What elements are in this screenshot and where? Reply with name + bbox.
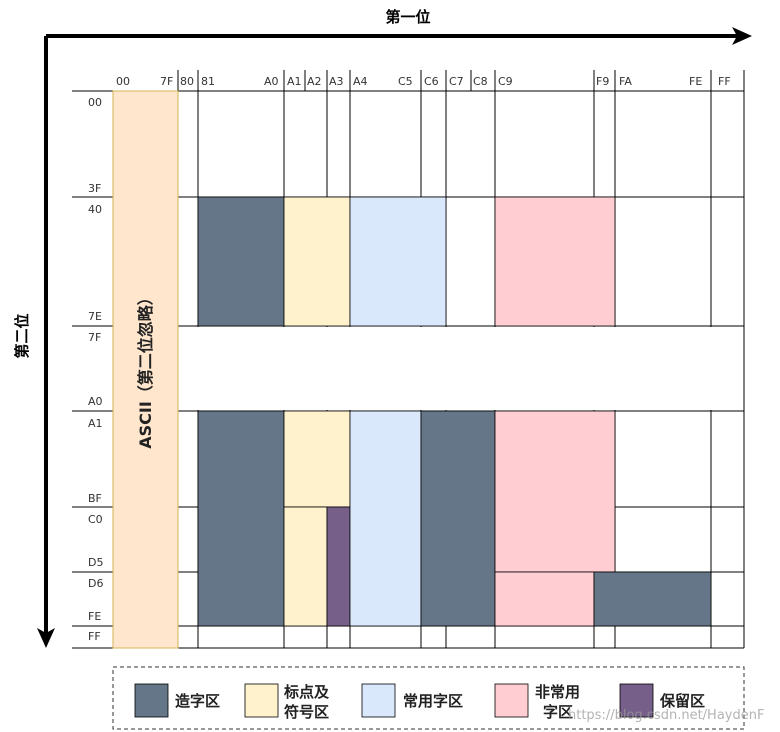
legend-label-punct-2: 符号区 bbox=[284, 703, 329, 721]
region-punct-a1-bf bbox=[283, 410, 351, 508]
region-uncommon-upper bbox=[494, 196, 616, 327]
top-label: C6 bbox=[424, 75, 439, 88]
left-label: 7E bbox=[88, 310, 102, 323]
y-axis-arrow bbox=[37, 36, 55, 648]
band-7f-a0 bbox=[179, 327, 743, 410]
left-label: A1 bbox=[88, 417, 103, 430]
top-label: FA bbox=[619, 75, 632, 88]
legend-label-reserved: 保留区 bbox=[659, 692, 705, 710]
top-label: A3 bbox=[329, 75, 344, 88]
top-labels: 00 7F 80 81 A0 A1 A2 A3 A4 C5 C6 C7 C8 C… bbox=[116, 75, 731, 88]
left-label: D5 bbox=[88, 556, 103, 569]
left-label: 7F bbox=[88, 331, 101, 344]
region-uncommon-bottom bbox=[494, 571, 595, 627]
legend-label-punct-1: 标点及 bbox=[283, 683, 330, 701]
region-custom-upper bbox=[197, 196, 285, 327]
legend-label-common: 常用字区 bbox=[403, 692, 463, 710]
region-punct-c0-fe bbox=[283, 506, 328, 627]
region-custom-lower bbox=[197, 410, 285, 627]
x-axis-title: 第一位 bbox=[385, 8, 430, 26]
region-custom-right bbox=[593, 571, 712, 627]
top-label: C8 bbox=[473, 75, 488, 88]
watermark: https://blog.csdn.net/HaydenF bbox=[568, 708, 764, 723]
region-uncommon-lower bbox=[494, 410, 616, 573]
legend-swatch-uncommon bbox=[494, 683, 529, 718]
top-label: C5 bbox=[398, 75, 413, 88]
legend: 造字区 标点及 符号区 常用字区 非常用 字区 保留区 bbox=[112, 666, 745, 730]
legend-label-uncommon-2: 字区 bbox=[543, 703, 573, 721]
left-label: 3F bbox=[88, 182, 101, 195]
left-label: FE bbox=[88, 610, 101, 623]
left-label: 40 bbox=[88, 203, 102, 216]
top-label: FE bbox=[689, 75, 702, 88]
ascii-label: ASCII（第二位忽略） bbox=[136, 289, 155, 449]
legend-swatch-punct bbox=[244, 683, 279, 718]
top-label: C7 bbox=[449, 75, 464, 88]
top-label: A0 bbox=[264, 75, 279, 88]
legend-swatch-common bbox=[361, 683, 396, 718]
region-common-lower bbox=[349, 410, 422, 627]
y-axis-title: 第二位 bbox=[13, 313, 31, 358]
top-label: FF bbox=[718, 75, 731, 88]
legend-border bbox=[112, 666, 745, 730]
left-label: FF bbox=[88, 630, 101, 643]
top-label: 7F bbox=[160, 75, 173, 88]
left-label: C0 bbox=[88, 513, 103, 526]
region-reserved bbox=[326, 506, 351, 627]
left-label: 00 bbox=[88, 96, 102, 109]
legend-swatch-reserved bbox=[619, 683, 654, 718]
top-label: C9 bbox=[498, 75, 513, 88]
region-common-upper bbox=[349, 196, 447, 327]
left-label: D6 bbox=[88, 577, 103, 590]
legend-label-uncommon-1: 非常用 bbox=[535, 683, 580, 701]
legend-label-custom: 造字区 bbox=[175, 692, 220, 710]
left-label: A0 bbox=[88, 395, 103, 408]
region-custom-middle bbox=[420, 410, 496, 627]
left-label: BF bbox=[88, 492, 102, 505]
top-label: A2 bbox=[307, 75, 322, 88]
top-label: A4 bbox=[353, 75, 368, 88]
left-labels: 00 3F 40 7E 7F A0 A1 BF C0 D5 D6 FE FF bbox=[88, 96, 103, 643]
top-label: F9 bbox=[596, 75, 609, 88]
region-punct-upper bbox=[283, 196, 351, 327]
top-label: A1 bbox=[287, 75, 302, 88]
top-label: 81 bbox=[201, 75, 215, 88]
top-label: 80 bbox=[180, 75, 194, 88]
regions bbox=[197, 196, 712, 627]
legend-swatch-custom bbox=[134, 683, 169, 718]
x-axis-arrow bbox=[46, 27, 752, 45]
top-label: 00 bbox=[116, 75, 130, 88]
ascii-region bbox=[112, 90, 179, 649]
